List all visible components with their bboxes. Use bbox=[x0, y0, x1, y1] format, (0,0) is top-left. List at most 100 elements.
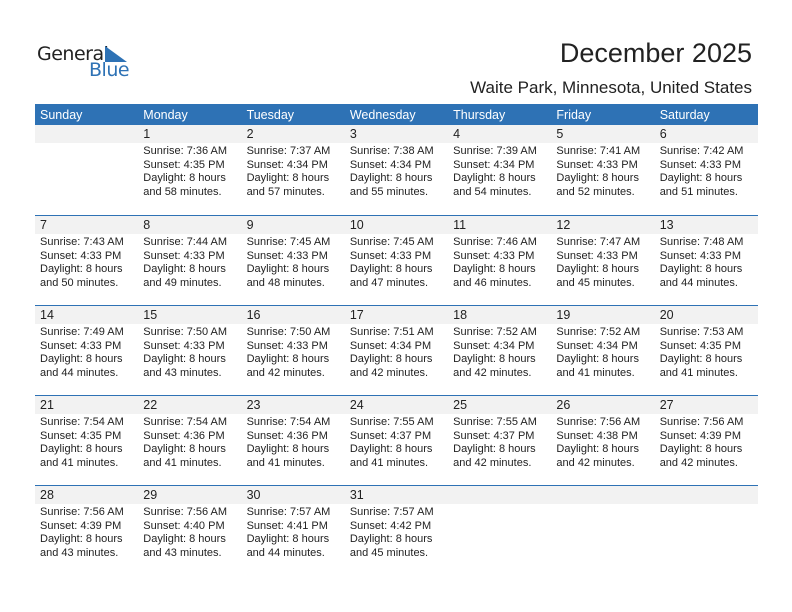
daylight-minutes-text: and 42 minutes. bbox=[556, 456, 635, 469]
daylight-text: Daylight: 8 hours bbox=[40, 533, 123, 545]
day-number: 10 bbox=[349, 218, 364, 232]
daylight-text: Daylight: 8 hours bbox=[659, 353, 743, 365]
day-cell: 22 Sunrise: 7:54 AM Sunset: 4:36 PM Dayligh… bbox=[138, 396, 241, 470]
sunset-text: Sunset: 4:40 PM bbox=[143, 519, 225, 532]
date-band bbox=[35, 306, 758, 324]
day-cell: 17 Sunrise: 7:51 AM Sunset: 4:34 PM Dayligh… bbox=[345, 306, 448, 380]
day-number: 11 bbox=[453, 218, 467, 232]
daylight-minutes-text: and 50 minutes. bbox=[40, 276, 119, 289]
daylight-minutes-text: and 43 minutes. bbox=[143, 366, 222, 379]
daylight-text: Daylight: 8 hours bbox=[349, 172, 433, 184]
daylight-minutes-text: and 42 minutes. bbox=[453, 366, 532, 379]
sunrise-text: Sunrise: 7:41 AM bbox=[556, 145, 641, 157]
daylight-minutes-text: and 45 minutes. bbox=[349, 546, 429, 559]
day-cell: 16 Sunrise: 7:50 AM Sunset: 4:33 PM Dayligh… bbox=[242, 306, 345, 380]
day-number: 9 bbox=[246, 218, 254, 232]
daylight-minutes-text: and 57 minutes. bbox=[246, 185, 325, 198]
sunset-text: Sunset: 4:37 PM bbox=[349, 429, 432, 442]
sunrise-text: Sunrise: 7:56 AM bbox=[556, 416, 641, 428]
daylight-text: Daylight: 8 hours bbox=[143, 172, 226, 184]
sunrise-text: Sunrise: 7:55 AM bbox=[349, 416, 434, 428]
sunrise-text: Sunrise: 7:45 AM bbox=[349, 236, 434, 248]
day-cell: 23 Sunrise: 7:54 AM Sunset: 4:36 PM Dayligh… bbox=[242, 396, 345, 470]
daylight-text: Daylight: 8 hours bbox=[349, 353, 433, 365]
day-number: 12 bbox=[556, 218, 571, 232]
daylight-minutes-text: and 41 minutes. bbox=[349, 456, 429, 469]
weekday-sunday: Sunday bbox=[40, 108, 83, 122]
sunrise-text: Sunrise: 7:37 AM bbox=[246, 145, 331, 157]
weekday-monday: Monday bbox=[143, 108, 188, 122]
day-number: 22 bbox=[143, 398, 158, 412]
weekday-thursday: Thursday bbox=[453, 108, 506, 122]
day-cell: 25 Sunrise: 7:55 AM Sunset: 4:37 PM Dayligh… bbox=[448, 396, 551, 470]
logo: General Blue bbox=[37, 43, 137, 83]
sunrise-text: Sunrise: 7:39 AM bbox=[453, 145, 537, 157]
day-number: 3 bbox=[349, 127, 357, 141]
sunset-text: Sunset: 4:39 PM bbox=[659, 429, 742, 442]
daylight-text: Daylight: 8 hours bbox=[659, 263, 743, 275]
day-number: 1 bbox=[143, 127, 151, 141]
day-cell: 30 Sunrise: 7:57 AM Sunset: 4:41 PM Dayligh… bbox=[242, 486, 345, 560]
day-cell: 12 Sunrise: 7:47 AM Sunset: 4:33 PM Dayligh… bbox=[551, 216, 654, 290]
logo-text-blue: Blue bbox=[89, 59, 130, 81]
sunset-text: Sunset: 4:33 PM bbox=[143, 249, 225, 262]
day-number: 27 bbox=[659, 398, 674, 412]
sunset-text: Sunset: 4:33 PM bbox=[246, 249, 328, 262]
sunrise-text: Sunrise: 7:42 AM bbox=[659, 145, 744, 157]
daylight-minutes-text: and 41 minutes. bbox=[143, 456, 222, 469]
sunrise-text: Sunrise: 7:57 AM bbox=[349, 506, 434, 518]
daylight-text: Daylight: 8 hours bbox=[556, 443, 639, 455]
daylight-text: Daylight: 8 hours bbox=[246, 533, 330, 545]
sunset-text: Sunset: 4:33 PM bbox=[143, 339, 225, 352]
daylight-minutes-text: and 47 minutes. bbox=[349, 276, 429, 289]
sunrise-text: Sunrise: 7:56 AM bbox=[40, 506, 124, 518]
sunset-text: Sunset: 4:33 PM bbox=[556, 249, 638, 262]
daylight-text: Daylight: 8 hours bbox=[246, 172, 330, 184]
daylight-minutes-text: and 41 minutes. bbox=[40, 456, 119, 469]
daylight-text: Daylight: 8 hours bbox=[453, 263, 536, 275]
sunrise-text: Sunrise: 7:56 AM bbox=[143, 506, 228, 518]
day-cell bbox=[35, 125, 138, 199]
daylight-minutes-text: and 49 minutes. bbox=[143, 276, 222, 289]
day-cell: 9 Sunrise: 7:45 AM Sunset: 4:33 PM Daylight… bbox=[242, 216, 345, 290]
day-cell bbox=[655, 486, 758, 560]
day-cell: 13 Sunrise: 7:48 AM Sunset: 4:33 PM Dayligh… bbox=[655, 216, 758, 290]
weekday-friday: Friday bbox=[556, 108, 592, 122]
day-cell: 11 Sunrise: 7:46 AM Sunset: 4:33 PM Dayligh… bbox=[448, 216, 551, 290]
week-row: 7 Sunrise: 7:43 AM Sunset: 4:33 PM Daylight… bbox=[35, 215, 758, 305]
day-number: 25 bbox=[453, 398, 468, 412]
sunrise-text: Sunrise: 7:51 AM bbox=[349, 326, 434, 338]
sunrise-text: Sunrise: 7:47 AM bbox=[556, 236, 641, 248]
day-cell: 27 Sunrise: 7:56 AM Sunset: 4:39 PM Dayligh… bbox=[655, 396, 758, 470]
sunrise-text: Sunrise: 7:56 AM bbox=[659, 416, 744, 428]
day-cell: 19 Sunrise: 7:52 AM Sunset: 4:34 PM Dayligh… bbox=[551, 306, 654, 380]
sunset-text: Sunset: 4:33 PM bbox=[453, 249, 535, 262]
sunrise-text: Sunrise: 7:54 AM bbox=[143, 416, 228, 428]
sunset-text: Sunset: 4:33 PM bbox=[40, 339, 122, 352]
daylight-minutes-text: and 41 minutes. bbox=[659, 366, 738, 379]
sunset-text: Sunset: 4:34 PM bbox=[453, 339, 535, 352]
sunset-text: Sunset: 4:33 PM bbox=[659, 249, 742, 262]
day-cell: 8 Sunrise: 7:44 AM Sunset: 4:33 PM Daylight… bbox=[138, 216, 241, 290]
weekday-saturday: Saturday bbox=[659, 108, 710, 122]
daylight-text: Daylight: 8 hours bbox=[349, 533, 433, 545]
day-cell: 4 Sunrise: 7:39 AM Sunset: 4:34 PM Daylight… bbox=[448, 125, 551, 199]
sunrise-text: Sunrise: 7:50 AM bbox=[143, 326, 228, 338]
daylight-text: Daylight: 8 hours bbox=[40, 353, 123, 365]
sunset-text: Sunset: 4:34 PM bbox=[246, 158, 328, 171]
day-number: 5 bbox=[556, 127, 564, 141]
daylight-text: Daylight: 8 hours bbox=[659, 443, 743, 455]
sunset-text: Sunset: 4:35 PM bbox=[40, 429, 122, 442]
day-number: 2 bbox=[246, 127, 254, 141]
daylight-text: Daylight: 8 hours bbox=[143, 353, 226, 365]
sunrise-text: Sunrise: 7:48 AM bbox=[659, 236, 744, 248]
sunset-text: Sunset: 4:34 PM bbox=[556, 339, 638, 352]
day-number: 17 bbox=[349, 308, 364, 322]
day-cell: 10 Sunrise: 7:45 AM Sunset: 4:33 PM Dayligh… bbox=[345, 216, 448, 290]
sunset-text: Sunset: 4:36 PM bbox=[246, 429, 328, 442]
week-row: 1 Sunrise: 7:36 AM Sunset: 4:35 PM Daylight… bbox=[35, 125, 758, 215]
sunrise-text: Sunrise: 7:53 AM bbox=[659, 326, 744, 338]
weekday-wednesday: Wednesday bbox=[349, 108, 416, 122]
day-cell: 15 Sunrise: 7:50 AM Sunset: 4:33 PM Dayligh… bbox=[138, 306, 241, 380]
sunset-text: Sunset: 4:33 PM bbox=[349, 249, 432, 262]
